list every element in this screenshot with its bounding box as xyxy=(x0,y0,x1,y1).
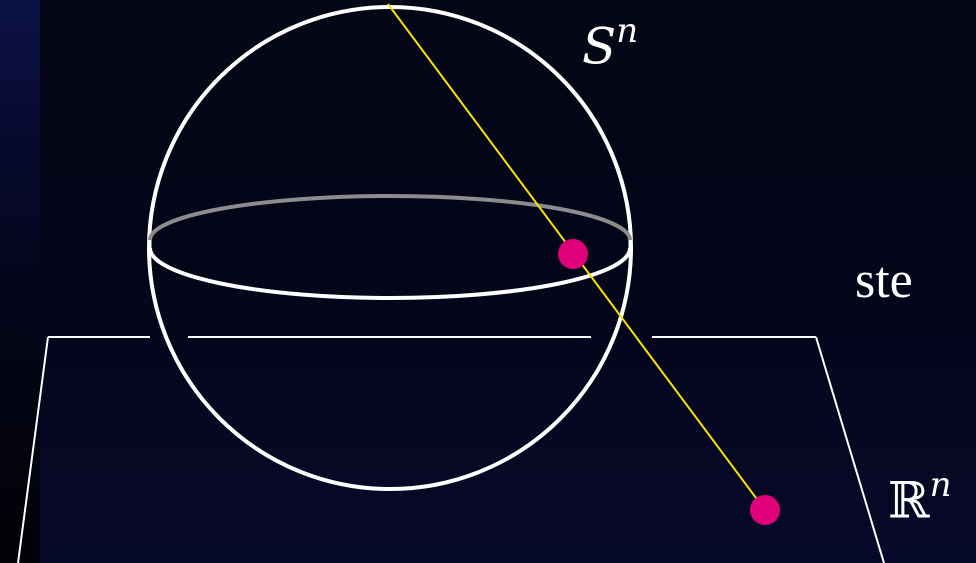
plane-label-base: ℝ xyxy=(888,471,930,530)
sphere-label: Sn xyxy=(582,14,638,72)
plane-right-edge xyxy=(815,336,885,563)
sphere-label-base: S xyxy=(582,17,617,76)
sphere-label-exponent: n xyxy=(616,11,639,51)
plane-label: ℝn xyxy=(888,468,951,526)
plane xyxy=(17,336,885,563)
slide-background xyxy=(40,0,976,563)
sphere-outline xyxy=(147,5,633,491)
sphere-point xyxy=(558,239,588,269)
plane-label-exponent: n xyxy=(929,465,952,505)
equator-back xyxy=(148,194,632,241)
plane-left-edge xyxy=(17,336,49,563)
side-text: ste xyxy=(855,252,913,309)
plane-point xyxy=(750,495,780,525)
equator-front xyxy=(148,247,632,300)
left-gradient-band xyxy=(0,0,40,563)
